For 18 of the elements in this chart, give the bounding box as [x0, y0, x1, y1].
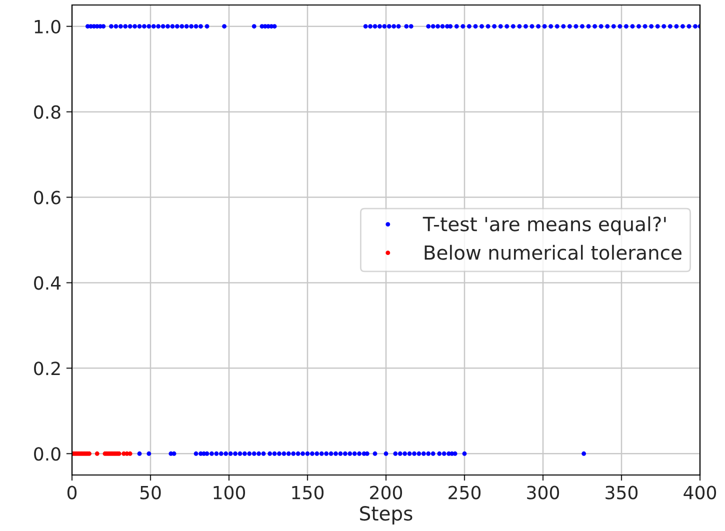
x-tick-label: 200: [370, 486, 402, 500]
y-tick-label: 0.6: [34, 190, 60, 204]
x-tick-label: 250: [448, 486, 481, 500]
y-tick-label: 0.4: [34, 276, 61, 290]
x-tick-label: 0: [67, 486, 77, 500]
x-tick-label: 400: [684, 486, 716, 500]
y-tick-label: 0.8: [34, 105, 60, 119]
x-tick-label: 100: [214, 486, 246, 500]
legend-label: Below numerical tolerance: [424, 244, 682, 260]
x-tick-label: 50: [140, 486, 161, 500]
y-tick-label: 1.0: [34, 20, 60, 34]
x-tick-label: 300: [527, 486, 560, 500]
y-tick-label: 0.2: [34, 362, 60, 376]
x-tick-label: 350: [606, 486, 638, 500]
x-axis-title: Steps: [360, 506, 412, 524]
legend-label: T-test 'are means equal?': [422, 216, 666, 236]
y-tick-label: 0.0: [34, 447, 60, 461]
x-tick-label: 150: [292, 486, 324, 500]
